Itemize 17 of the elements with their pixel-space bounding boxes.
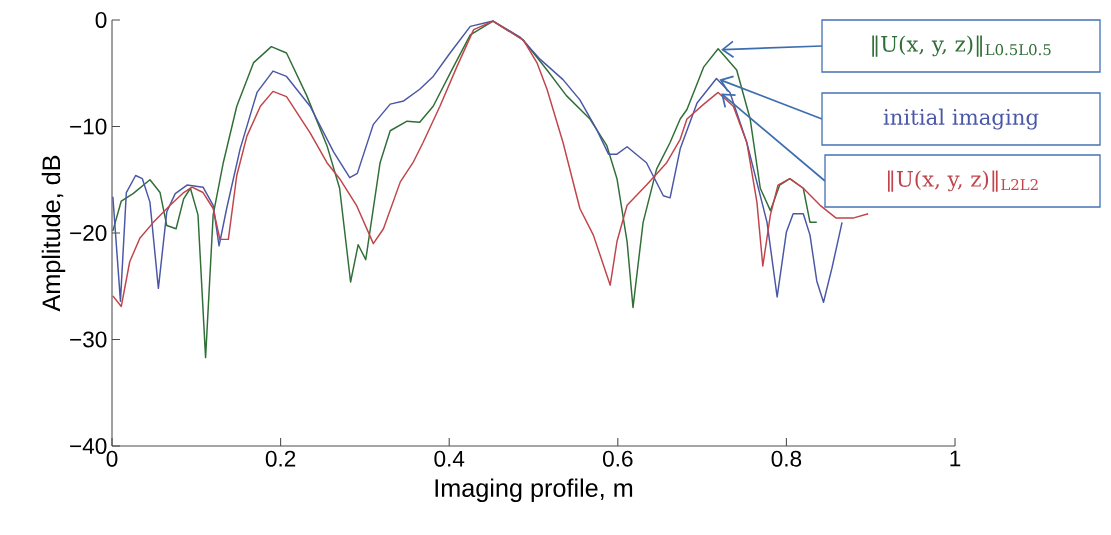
- text: initial imaging: [883, 108, 1039, 130]
- series-label: ‖U(x, y, z)‖$_{L2L2}$: [887, 170, 1038, 192]
- x-tick-label: 0.8: [771, 450, 802, 467]
- x-tick-label: 0: [106, 450, 118, 467]
- text: ‖U(x, y, z)‖$_{L0.5L0.5}$: [872, 35, 1051, 57]
- y-tick-label: 0: [95, 12, 107, 28]
- y-tick-label: −30: [70, 331, 107, 348]
- y-tick-label: −20: [70, 225, 107, 241]
- y-tick-label: −10: [70, 118, 107, 135]
- x-tick-label: 1: [950, 450, 961, 467]
- line-series: [112, 20, 818, 359]
- y-axis-title: Amplitude, dB: [41, 155, 66, 312]
- y-tick-label: −40: [70, 438, 107, 454]
- x-axis-title: Imaging profile, m: [435, 478, 633, 502]
- x-tick-label: 0.4: [434, 450, 465, 467]
- x-tick-label: 0.2: [265, 450, 296, 467]
- x-tick-label: 0.6: [602, 450, 633, 467]
